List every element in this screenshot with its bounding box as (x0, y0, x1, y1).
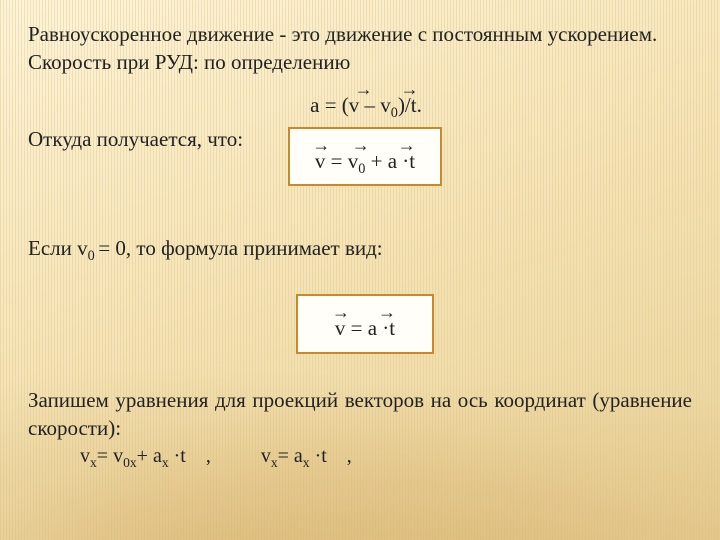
formula-box-velocity: → → → v = v0 + a ·t (288, 127, 442, 185)
para-if-v0-zero: Если v0 = 0, то формула принимает вид: (28, 234, 692, 262)
slide: Равноускоренное движение - это движение … (0, 0, 720, 540)
formula-box-velocity-simplified: → → v = a ·t (296, 294, 434, 354)
para-velocity-intro: Скорость при РУД: по определению (28, 48, 692, 76)
eq1-vector-arrows: a = (→ → (28, 77, 692, 91)
box1-formula: v = v0 + a ·t (312, 149, 418, 173)
para-definition: Равноускоренное движение - это движение … (28, 20, 692, 48)
box2-formula: v = a ·t (332, 316, 398, 340)
para-projections: Запишем уравнения для проекций векторов … (28, 386, 692, 443)
projection-equations: vx= v0x+ ax ·t , vx= ax ·t , (28, 443, 692, 470)
box2-arrows: → → (332, 302, 398, 316)
box1-arrows: → → → (312, 135, 418, 149)
eq1-acceleration: a = (v – v0)/t. (28, 91, 692, 119)
